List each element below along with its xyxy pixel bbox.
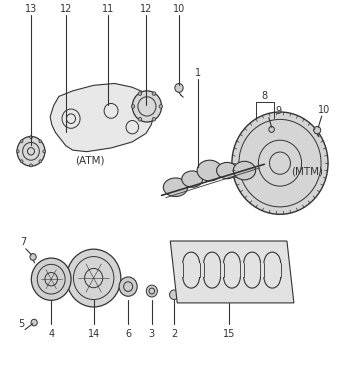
Text: 12: 12: [60, 4, 72, 14]
Circle shape: [131, 105, 135, 108]
Text: 3: 3: [149, 329, 155, 339]
Text: (ATM): (ATM): [75, 156, 105, 166]
Text: 11: 11: [101, 4, 114, 14]
Circle shape: [175, 83, 183, 92]
Circle shape: [29, 164, 32, 167]
Text: (MTM): (MTM): [291, 166, 323, 176]
Text: 8: 8: [261, 91, 268, 101]
Circle shape: [31, 319, 37, 326]
Ellipse shape: [233, 161, 256, 180]
Text: 15: 15: [223, 329, 236, 339]
Text: 9: 9: [276, 106, 282, 116]
Polygon shape: [50, 83, 154, 152]
Circle shape: [152, 117, 155, 121]
Text: 13: 13: [25, 4, 37, 14]
Text: 6: 6: [125, 329, 131, 339]
Circle shape: [29, 136, 32, 139]
Ellipse shape: [197, 160, 222, 181]
Circle shape: [152, 92, 155, 95]
Circle shape: [30, 254, 36, 260]
Circle shape: [146, 285, 157, 297]
Circle shape: [269, 126, 274, 132]
Circle shape: [132, 91, 161, 122]
Text: 7: 7: [20, 237, 26, 247]
Circle shape: [16, 150, 19, 153]
Circle shape: [138, 117, 142, 121]
Polygon shape: [170, 241, 294, 303]
Circle shape: [39, 160, 42, 163]
Text: 14: 14: [87, 329, 100, 339]
Circle shape: [138, 92, 142, 95]
Text: 10: 10: [318, 105, 331, 114]
Circle shape: [119, 277, 137, 296]
Circle shape: [43, 150, 46, 153]
Circle shape: [314, 126, 321, 134]
Text: 12: 12: [140, 4, 152, 14]
Ellipse shape: [217, 162, 238, 179]
Circle shape: [39, 140, 42, 143]
Circle shape: [232, 112, 328, 214]
Ellipse shape: [163, 178, 188, 196]
Circle shape: [17, 137, 45, 166]
Text: 10: 10: [173, 4, 185, 14]
Text: 5: 5: [19, 319, 25, 329]
Text: 2: 2: [171, 329, 177, 339]
Ellipse shape: [182, 171, 203, 187]
Text: 1: 1: [195, 68, 201, 78]
Circle shape: [20, 160, 23, 163]
Circle shape: [20, 140, 23, 143]
Circle shape: [66, 249, 121, 307]
Circle shape: [159, 105, 163, 108]
Circle shape: [170, 290, 179, 300]
Text: 4: 4: [48, 329, 54, 339]
Circle shape: [31, 258, 71, 300]
